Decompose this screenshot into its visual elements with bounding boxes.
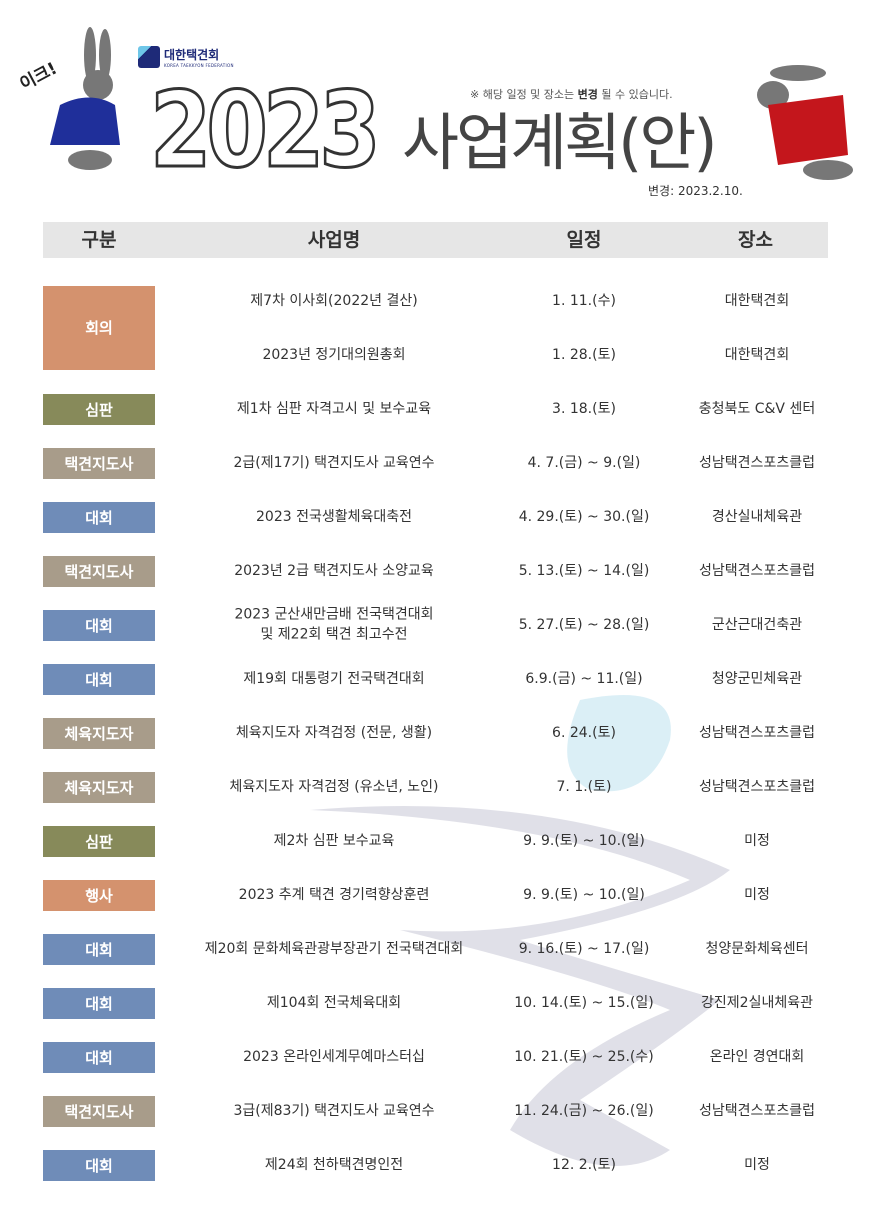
event-name: 2급(제17기) 택견지도사 교육연수 — [233, 454, 435, 471]
category-badge: 심판 — [43, 825, 155, 857]
revised-date: 변경: 2023.2.10. — [648, 184, 743, 198]
column-header-place: 장소 — [738, 229, 773, 251]
event-place: 성남택견스포츠클럽 — [699, 1102, 815, 1119]
category-badge: 택견지도사 — [43, 1095, 155, 1127]
event-name: 3급(제83기) 택견지도사 교육연수 — [233, 1102, 435, 1119]
category-badge: 회의 — [43, 285, 155, 370]
org-name: 대한택견회 — [164, 48, 220, 62]
event-name: 2023 군산새만금배 전국택견대회 및 제22회 택견 최고수전 — [234, 606, 434, 643]
event-place: 대한택견회 — [724, 292, 790, 309]
event-place: 미정 — [744, 1156, 770, 1173]
category-badge: 체육지도자 — [43, 717, 155, 749]
event-name: 제20회 문화체육관광부장관기 전국택견대회 — [204, 940, 464, 957]
notice-prefix: ※ 해당 일정 및 장소는 — [470, 88, 578, 101]
event-name: 제7차 이사회(2022년 결산) — [250, 292, 418, 309]
event-date: 3. 18.(토) — [552, 400, 616, 417]
event-name: 2023 전국생활체육대축전 — [256, 508, 412, 525]
org-subname: KOREA TAEKKYON FEDERATION — [164, 63, 234, 68]
rabbit-red-hanbok-illustration — [757, 65, 853, 180]
category-badge: 대회 — [43, 987, 155, 1019]
category-badge: 대회 — [43, 1149, 155, 1181]
event-date: 10. 21.(토) ~ 25.(수) — [514, 1048, 654, 1065]
category-badge: 대회 — [43, 663, 155, 695]
event-place: 성남택견스포츠클럽 — [699, 778, 815, 795]
event-place: 경산실내체육관 — [711, 508, 803, 525]
category-badge: 택견지도사 — [43, 555, 155, 587]
event-place: 청양군민체육관 — [711, 670, 803, 687]
category-badge: 행사 — [43, 879, 155, 911]
event-name: 2023 온라인세계무예마스터십 — [243, 1048, 425, 1065]
notice-text: ※ 해당 일정 및 장소는 변경 될 수 있습니다. — [470, 88, 673, 101]
event-place: 충청북도 C&V 센터 — [698, 400, 816, 417]
column-header-category: 구분 — [81, 229, 117, 251]
event-name: 체육지도자 자격검정 (전문, 생활) — [235, 724, 433, 741]
event-name: 제19회 대통령기 전국택견대회 — [243, 670, 425, 687]
event-date: 9. 9.(토) ~ 10.(일) — [523, 832, 645, 849]
event-date: 10. 14.(토) ~ 15.(일) — [514, 994, 654, 1011]
event-date: 6. 24.(토) — [552, 724, 616, 741]
event-date: 5. 27.(토) ~ 28.(일) — [518, 616, 650, 633]
event-place: 대한택견회 — [724, 346, 790, 363]
event-name: 2023년 2급 택견지도사 소양교육 — [234, 562, 434, 579]
event-name: 제1차 심판 자격고시 및 보수교육 — [236, 400, 432, 417]
event-place: 청양문화체육센터 — [705, 940, 809, 957]
category-badge: 택견지도사 — [43, 447, 155, 479]
event-date: 9. 9.(토) ~ 10.(일) — [523, 886, 645, 903]
event-date: 6.9.(금) ~ 11.(일) — [525, 670, 643, 687]
category-badge: 체육지도자 — [43, 771, 155, 803]
category-badge: 대회 — [43, 501, 155, 533]
column-header-name: 사업명 — [307, 229, 361, 251]
page-title: 사업계획(안) — [402, 106, 718, 179]
event-date: 7. 1.(토) — [556, 778, 612, 795]
event-date: 11. 24.(금) ~ 26.(일) — [514, 1102, 654, 1119]
event-place: 미정 — [744, 886, 770, 903]
brush-stroke-decoration — [310, 695, 730, 1166]
event-date: 4. 7.(금) ~ 9.(일) — [527, 454, 641, 471]
category-badge: 대회 — [43, 1041, 155, 1073]
event-date: 4. 29.(토) ~ 30.(일) — [518, 508, 650, 525]
federation-logo: 대한택견회 KOREA TAEKKYON FEDERATION — [138, 46, 234, 68]
event-name: 제104회 전국체육대회 — [266, 994, 402, 1011]
event-place: 강진제2실내체육관 — [701, 994, 813, 1011]
event-place: 군산근대건축관 — [711, 616, 803, 633]
event-place: 미정 — [744, 832, 770, 849]
event-place: 성남택견스포츠클럽 — [699, 562, 815, 579]
category-badge: 심판 — [43, 393, 155, 425]
event-date: 5. 13.(토) ~ 14.(일) — [518, 562, 650, 579]
year-title: 2023 — [149, 69, 382, 191]
event-date: 1. 28.(토) — [552, 346, 616, 363]
event-name: 2023년 정기대의원총회 — [262, 346, 406, 363]
category-badge: 대회 — [43, 609, 155, 641]
column-header-date: 일정 — [566, 229, 602, 251]
event-name: 체육지도자 자격검정 (유소년, 노인) — [229, 778, 439, 795]
category-badge: 대회 — [43, 933, 155, 965]
notice-bold: 변경 — [577, 88, 598, 101]
event-place: 성남택견스포츠클럽 — [699, 724, 815, 741]
event-name: 2023 추계 택견 경기력향상훈련 — [238, 886, 430, 903]
event-place: 성남택견스포츠클럽 — [699, 454, 815, 471]
event-date: 9. 16.(토) ~ 17.(일) — [518, 940, 650, 957]
event-place: 온라인 경연대회 — [709, 1048, 805, 1065]
notice-suffix: 될 수 있습니다. — [597, 88, 673, 101]
logo-mark-icon — [138, 46, 160, 68]
event-date: 1. 11.(수) — [552, 292, 616, 309]
event-name: 제2차 심판 보수교육 — [273, 832, 395, 849]
event-date: 12. 2.(토) — [552, 1156, 616, 1173]
event-name: 제24회 천하택견명인전 — [264, 1156, 404, 1173]
table-header: 구분 사업명 일정 장소 — [43, 222, 828, 258]
rabbit-blue-hanbok-illustration — [50, 27, 120, 170]
